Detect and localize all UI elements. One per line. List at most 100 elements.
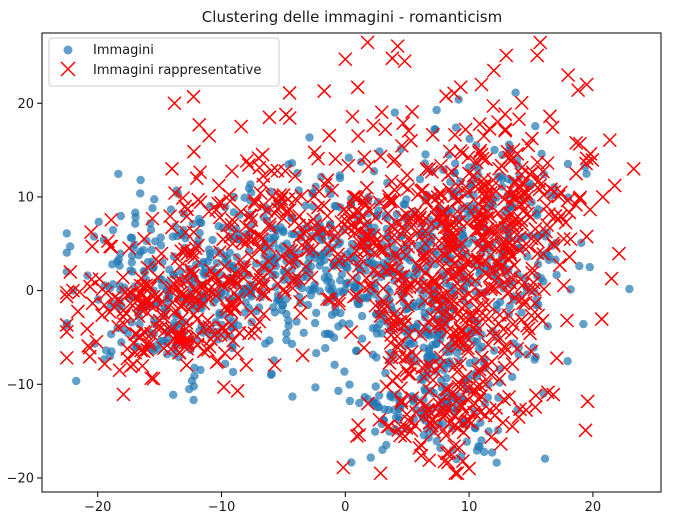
point-immagini (497, 174, 507, 184)
point-immagini-rappresentative (442, 144, 457, 159)
point-immagini (282, 329, 291, 338)
point-immagini (465, 358, 474, 368)
point-immagini-rappresentative (155, 295, 170, 310)
point-immagini (66, 242, 75, 251)
point-immagini-rappresentative (495, 258, 510, 273)
point-immagini-rappresentative (440, 168, 455, 183)
point-immagini-rappresentative (497, 192, 512, 207)
point-immagini (288, 392, 297, 401)
point-immagini-rappresentative (334, 215, 349, 230)
point-immagini-rappresentative (246, 232, 261, 247)
point-immagini-rappresentative (318, 177, 333, 192)
point-immagini (431, 125, 440, 134)
point-immagini-rappresentative (361, 159, 376, 174)
point-immagini-rappresentative (433, 350, 448, 365)
point-immagini (324, 272, 333, 282)
point-immagini-rappresentative (242, 208, 257, 223)
point-immagini-rappresentative (444, 292, 459, 307)
point-immagini-rappresentative (485, 225, 500, 240)
point-immagini (462, 437, 471, 446)
point-immagini-rappresentative (419, 193, 434, 208)
point-immagini-rappresentative (85, 239, 100, 254)
point-immagini-rappresentative (281, 192, 296, 207)
point-immagini-rappresentative (556, 278, 571, 293)
point-immagini-rappresentative (444, 296, 459, 311)
point-immagini (372, 399, 381, 408)
point-immagini (169, 390, 178, 399)
point-immagini-rappresentative (59, 317, 74, 332)
point-immagini-rappresentative (112, 363, 127, 378)
point-immagini-rappresentative (399, 420, 414, 436)
point-immagini-rappresentative (132, 330, 147, 345)
point-immagini-rappresentative (387, 228, 402, 243)
point-immagini (299, 328, 308, 337)
point-immagini-rappresentative (345, 270, 360, 286)
point-immagini-rappresentative (251, 266, 266, 281)
point-immagini (390, 108, 399, 117)
point-immagini-rappresentative (425, 373, 441, 388)
point-immagini-rappresentative (533, 35, 548, 50)
point-immagini-rappresentative (102, 305, 117, 320)
point-immagini (355, 398, 364, 408)
point-immagini-rappresentative (418, 236, 433, 251)
point-immagini-rappresentative (351, 258, 367, 273)
point-immagini-rappresentative (293, 294, 308, 309)
point-immagini-rappresentative (413, 437, 428, 452)
point-immagini-rappresentative (474, 287, 489, 302)
point-immagini-rappresentative (115, 270, 130, 285)
point-immagini-rappresentative (514, 95, 529, 110)
point-immagini-rappresentative (341, 158, 356, 173)
point-immagini-rappresentative (404, 133, 419, 148)
point-immagini-rappresentative (357, 217, 372, 232)
point-immagini-rappresentative (107, 290, 122, 305)
point-immagini-rappresentative (474, 221, 489, 236)
point-immagini (136, 175, 145, 185)
point-immagini-rappresentative (546, 387, 561, 402)
point-immagini-rappresentative (70, 304, 85, 319)
point-immagini-rappresentative (82, 340, 97, 355)
point-immagini-rappresentative (382, 419, 397, 434)
point-immagini-rappresentative (185, 293, 200, 308)
point-immagini (266, 370, 276, 380)
point-immagini-rappresentative (474, 350, 489, 365)
point-immagini (582, 169, 591, 178)
legend-marker-immagini-rappresentative (60, 61, 76, 77)
point-immagini (128, 267, 137, 276)
point-immagini-rappresentative (187, 250, 202, 265)
point-immagini-rappresentative (437, 454, 452, 469)
point-immagini-rappresentative (116, 303, 131, 318)
point-immagini-rappresentative (460, 392, 475, 407)
point-immagini-rappresentative (492, 372, 507, 387)
point-immagini (432, 436, 441, 446)
point-immagini-rappresentative (455, 290, 471, 305)
point-immagini-rappresentative (382, 355, 397, 370)
point-immagini-rappresentative (490, 114, 505, 130)
point-immagini (371, 427, 380, 436)
chart-title: Clustering delle immagini - romanticism (202, 8, 502, 26)
point-immagini-rappresentative (507, 174, 522, 189)
point-immagini-rappresentative (212, 245, 227, 260)
point-immagini-rappresentative (455, 454, 470, 469)
point-immagini (113, 257, 122, 266)
point-immagini-rappresentative (286, 274, 301, 289)
point-immagini-rappresentative (583, 202, 598, 217)
point-immagini-rappresentative (499, 48, 514, 63)
point-immagini-rappresentative (490, 270, 505, 285)
point-immagini-rappresentative (438, 408, 453, 423)
point-immagini (265, 336, 274, 345)
point-immagini-rappresentative (404, 423, 419, 438)
point-immagini (62, 319, 71, 328)
point-immagini (625, 284, 634, 294)
point-immagini (269, 234, 279, 243)
point-immagini-rappresentative (373, 149, 388, 164)
point-immagini-rappresentative (491, 206, 506, 221)
point-immagini-rappresentative (262, 110, 277, 125)
point-immagini (100, 281, 110, 290)
point-immagini-rappresentative (447, 387, 462, 402)
point-immagini-rappresentative (84, 272, 99, 287)
point-immagini (472, 337, 482, 346)
point-immagini-rappresentative (224, 217, 239, 232)
point-immagini (147, 245, 156, 255)
point-immagini (62, 229, 71, 238)
